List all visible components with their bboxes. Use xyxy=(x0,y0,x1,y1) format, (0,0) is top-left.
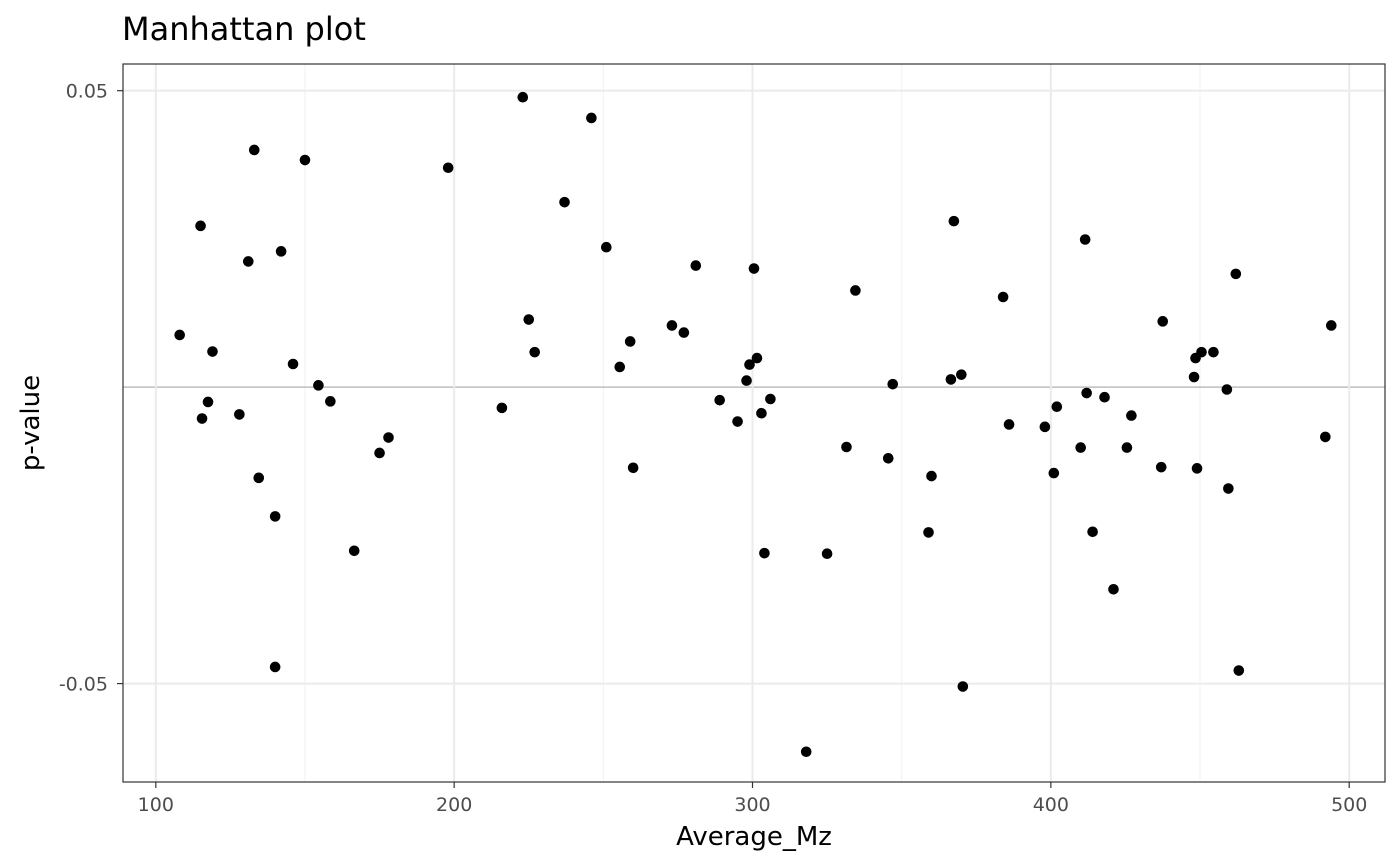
data-point xyxy=(666,320,678,331)
minor-gridlines xyxy=(123,64,1385,782)
data-point xyxy=(614,361,626,373)
data-point xyxy=(1230,268,1242,280)
data-point xyxy=(174,329,185,341)
data-point xyxy=(1075,442,1086,453)
data-point xyxy=(269,511,281,522)
data-point xyxy=(800,746,812,758)
data-point xyxy=(1087,526,1098,538)
x-axis-title: Average_Mz xyxy=(676,822,832,852)
data-point xyxy=(997,291,1009,303)
data-point xyxy=(383,432,394,443)
data-point xyxy=(1208,346,1219,358)
data-point xyxy=(1108,584,1119,595)
data-point xyxy=(1223,483,1234,494)
data-point xyxy=(234,409,245,420)
data-point xyxy=(887,378,899,390)
data-point xyxy=(195,220,206,232)
data-point xyxy=(956,369,967,380)
data-point xyxy=(882,452,894,464)
data-point xyxy=(923,527,934,538)
data-point xyxy=(732,416,743,427)
x-tick-label: 500 xyxy=(1331,794,1367,816)
data-point xyxy=(374,447,385,459)
x-tick-label: 200 xyxy=(436,794,472,816)
y-tick-label: -0.05 xyxy=(59,674,108,696)
data-point xyxy=(269,661,281,673)
data-point xyxy=(624,336,636,347)
data-point xyxy=(1325,320,1337,331)
data-point xyxy=(756,407,767,419)
data-point xyxy=(601,241,612,253)
data-point xyxy=(496,402,508,414)
data-point xyxy=(678,327,690,338)
data-point xyxy=(1126,410,1137,421)
data-point xyxy=(517,91,529,103)
data-point xyxy=(275,246,287,257)
data-point xyxy=(744,359,755,370)
data-point xyxy=(1121,442,1133,453)
data-point xyxy=(741,375,752,386)
x-axis: 100 200 300 400 500 xyxy=(138,782,1367,816)
data-point xyxy=(325,396,336,407)
data-point xyxy=(348,545,360,557)
data-point xyxy=(948,215,960,227)
data-point xyxy=(1003,419,1015,430)
data-point xyxy=(957,681,969,692)
data-point xyxy=(243,256,254,267)
data-point xyxy=(1099,391,1110,403)
data-point xyxy=(759,547,770,559)
data-point xyxy=(248,144,260,156)
y-tick-label: 0.05 xyxy=(66,81,108,103)
data-point xyxy=(945,374,957,385)
data-point xyxy=(1157,316,1169,327)
data-point xyxy=(1320,431,1331,443)
data-point xyxy=(1188,371,1200,383)
data-point xyxy=(1079,234,1091,245)
data-point xyxy=(821,548,833,560)
data-point xyxy=(287,358,299,370)
data-point xyxy=(299,154,311,166)
data-point xyxy=(751,352,763,364)
data-point xyxy=(586,112,597,124)
data-point xyxy=(529,346,541,358)
data-point xyxy=(1039,421,1051,433)
data-point xyxy=(559,196,570,208)
data-point xyxy=(765,393,776,405)
data-point xyxy=(313,380,324,391)
x-tick-label: 100 xyxy=(138,794,174,816)
chart-title: Manhattan plot xyxy=(122,10,366,48)
data-point xyxy=(207,346,218,357)
data-point xyxy=(202,396,214,408)
data-point xyxy=(442,162,454,174)
data-point xyxy=(627,462,639,474)
data-point xyxy=(1081,387,1092,399)
data-point xyxy=(1048,467,1060,479)
y-axis: 0.05 -0.05 xyxy=(59,81,123,696)
data-point xyxy=(253,472,265,484)
data-point xyxy=(926,470,937,482)
data-point xyxy=(850,285,861,296)
data-point xyxy=(748,263,760,274)
data-point xyxy=(1191,463,1203,474)
data-point xyxy=(523,314,535,325)
major-gridlines xyxy=(123,64,1385,782)
panel-border xyxy=(122,63,1386,783)
data-point xyxy=(1221,384,1233,395)
data-point xyxy=(690,260,702,271)
data-point xyxy=(1233,665,1245,676)
data-point xyxy=(1155,461,1167,473)
data-point xyxy=(1051,401,1063,412)
data-points xyxy=(174,91,1337,758)
data-point xyxy=(196,413,208,424)
data-point xyxy=(841,441,852,453)
x-tick-label: 300 xyxy=(734,794,770,816)
x-tick-label: 400 xyxy=(1033,794,1069,816)
data-point xyxy=(1196,346,1207,358)
y-axis-title: p-value xyxy=(16,375,46,471)
data-point xyxy=(714,394,725,406)
